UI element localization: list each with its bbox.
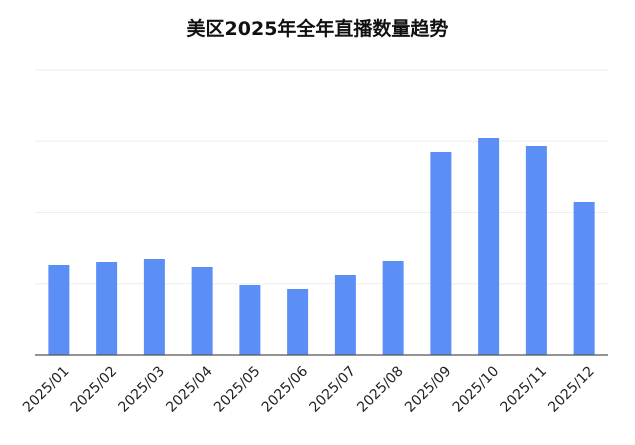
x-tick-label: 2025/12: [545, 363, 597, 415]
bar-2025/05: [239, 285, 261, 355]
chart-title: 美区2025年全年直播数量趋势: [186, 18, 449, 40]
bar-2025/02: [96, 262, 118, 355]
x-tick-label: 2025/04: [163, 363, 216, 416]
bar-2025/04: [191, 267, 213, 355]
bar-2025/11: [525, 146, 547, 355]
x-tick-label: 2025/09: [402, 363, 454, 415]
bar-2025/10: [478, 138, 500, 355]
bar-2025/06: [287, 289, 309, 355]
bar-2025/12: [573, 202, 595, 355]
x-tick-label: 2025/08: [354, 363, 406, 415]
x-tick-label: 2025/07: [307, 363, 359, 415]
x-tick-label: 2025/06: [259, 363, 312, 416]
bar-2025/01: [48, 265, 70, 355]
bar-2025/07: [334, 275, 356, 355]
x-tick-label: 2025/11: [498, 363, 550, 415]
x-tick-label: 2025/02: [68, 363, 120, 415]
x-tick-label: 2025/05: [211, 363, 263, 415]
bar-2025/09: [430, 152, 452, 355]
bar-2025/03: [143, 259, 165, 355]
bar-2025/08: [382, 261, 404, 355]
x-tick-label: 2025/10: [450, 363, 502, 415]
x-tick-label: 2025/01: [20, 363, 72, 415]
x-tick-label: 2025/03: [116, 363, 168, 415]
